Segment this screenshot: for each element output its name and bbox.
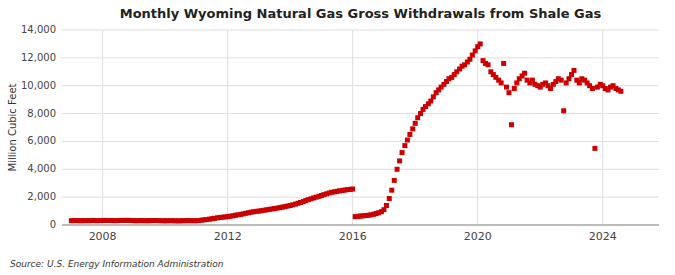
source-note: Source: U.S. Energy Information Administ… <box>10 259 224 269</box>
y-grid-line <box>62 225 659 226</box>
x-grid-line <box>477 30 478 225</box>
point <box>407 132 412 137</box>
point <box>402 143 407 148</box>
point <box>397 158 402 163</box>
y-tick-label: 8,000 <box>27 108 56 119</box>
y-grid-line <box>62 197 659 198</box>
point <box>400 150 405 155</box>
point <box>504 85 509 90</box>
point <box>590 86 595 91</box>
y-grid-line <box>62 30 659 31</box>
x-tick-label: 2012 <box>214 230 242 243</box>
points <box>69 41 623 223</box>
y-tick-label: 4,000 <box>27 163 56 174</box>
point <box>571 68 576 73</box>
point <box>405 138 410 143</box>
chart-svg: 0 2,000 4,000 6,000 8,000 10,000 12,000 14,000 2… <box>0 0 675 275</box>
x-grid-line <box>602 30 603 225</box>
point <box>499 80 504 85</box>
point <box>410 126 415 131</box>
y-tick-label: 6,000 <box>27 135 56 146</box>
x-tick-label: 2024 <box>589 230 617 243</box>
title: Monthly Wyoming Natural Gas Gross Withdr… <box>120 6 602 21</box>
y-tick-label: 0 <box>50 219 56 230</box>
point <box>561 108 566 113</box>
x-grid-line <box>102 30 103 225</box>
point <box>559 78 564 83</box>
point <box>618 89 623 94</box>
point <box>384 203 389 208</box>
x-grid-line <box>352 30 353 225</box>
y-axis-label: Million Cubic Feet <box>7 83 18 171</box>
point <box>392 178 397 183</box>
y-grid-line <box>62 57 659 58</box>
point <box>522 71 527 76</box>
point <box>506 90 511 95</box>
point <box>592 146 597 151</box>
point <box>350 187 355 192</box>
y-grid-line <box>62 113 659 114</box>
point <box>509 122 514 127</box>
x-grid-line <box>227 30 228 225</box>
y-grid-line <box>62 169 659 170</box>
y-tick-label: 10,000 <box>21 80 56 91</box>
point <box>389 188 394 193</box>
point <box>512 86 517 91</box>
y-tick-label: 14,000 <box>21 24 56 35</box>
point <box>478 41 483 46</box>
y-grid-line <box>62 85 659 86</box>
y-tick-label: 2,000 <box>27 191 56 202</box>
point <box>413 121 418 126</box>
x-tick-label: 2008 <box>89 230 117 243</box>
grid <box>62 30 659 225</box>
x-tick-label: 2020 <box>464 230 492 243</box>
point <box>387 196 392 201</box>
point <box>486 62 491 67</box>
point <box>501 61 506 66</box>
chart-container: 0 2,000 4,000 6,000 8,000 10,000 12,000 14,000 2… <box>0 0 675 275</box>
x-tick-label: 2016 <box>339 230 367 243</box>
y-tick-label: 12,000 <box>21 52 56 63</box>
point <box>395 167 400 172</box>
y-grid-line <box>62 141 659 142</box>
x-axis-line <box>62 225 659 226</box>
